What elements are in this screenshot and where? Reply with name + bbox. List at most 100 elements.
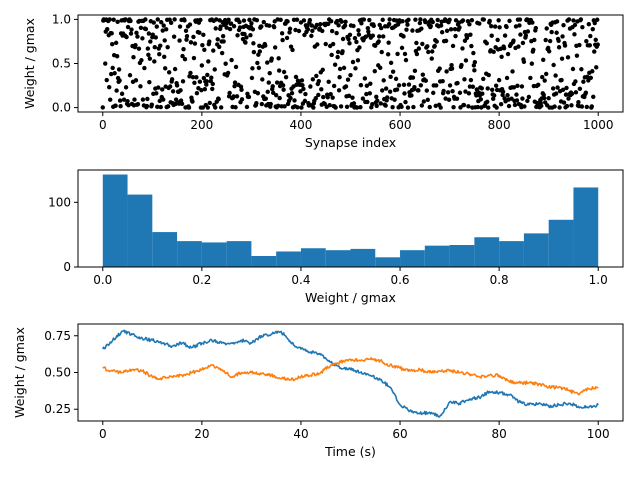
- scatter-point: [179, 101, 185, 107]
- scatter-point: [399, 45, 405, 51]
- scatter-point: [263, 43, 268, 48]
- histogram-bars: [102, 174, 599, 267]
- scatter-point: [433, 103, 438, 109]
- histogram-y-ticks: 0 100: [48, 195, 78, 274]
- scatter-point: [265, 60, 270, 65]
- scatter-point: [197, 79, 203, 84]
- scatter-point: [309, 33, 314, 39]
- scatter-point: [355, 58, 361, 63]
- scatter-point: [237, 25, 243, 30]
- scatter-point: [591, 94, 596, 100]
- scatter-point: [321, 94, 326, 100]
- scatter-point: [133, 42, 138, 48]
- scatter-point: [147, 56, 153, 61]
- histogram-bar: [226, 241, 252, 267]
- scatter-point: [385, 52, 391, 57]
- scatter-point: [386, 21, 392, 27]
- scatter-point: [509, 96, 514, 101]
- scatter-point: [149, 102, 155, 107]
- scatter-point: [584, 104, 590, 110]
- scatter-point: [142, 65, 147, 71]
- scatter-point: [207, 100, 212, 106]
- scatter-point: [412, 84, 417, 90]
- scatter-point: [549, 29, 554, 35]
- scatter-point: [466, 104, 471, 109]
- scatter-point: [345, 77, 351, 82]
- scatter-point: [542, 95, 547, 101]
- scatter-point: [517, 17, 523, 22]
- scatter-point: [231, 24, 237, 29]
- scatter-point: [400, 18, 405, 24]
- scatter-point: [251, 49, 257, 55]
- scatter-point: [205, 72, 210, 78]
- scatter-point: [192, 80, 197, 85]
- scatter-point: [589, 104, 594, 109]
- scatter-point: [507, 18, 512, 24]
- scatter-point: [541, 92, 546, 98]
- scatter-point: [531, 47, 536, 53]
- scatter-point: [401, 34, 406, 39]
- scatter-point: [523, 33, 529, 38]
- scatter-point: [556, 38, 561, 44]
- scatter-point: [344, 104, 350, 110]
- scatter-point: [166, 70, 172, 75]
- scatter-point: [491, 93, 497, 98]
- timeseries-panel: 0 20 40 60 80 100 0.25 0.50 0.75 Time (s) Weigh…: [12, 323, 624, 459]
- scatter-point: [413, 17, 418, 22]
- scatter-point: [577, 42, 582, 48]
- scatter-point: [557, 105, 562, 110]
- timeseries-x-tick-label: 60: [392, 427, 407, 441]
- scatter-point: [215, 37, 220, 42]
- histogram-axes-frame: [77, 169, 624, 268]
- scatter-point: [427, 104, 432, 110]
- scatter-point: [572, 22, 578, 28]
- histogram-bar: [127, 194, 153, 267]
- scatter-point: [511, 85, 517, 90]
- scatter-point: [420, 72, 426, 77]
- scatter-point: [219, 50, 225, 56]
- scatter-point: [332, 62, 338, 67]
- scatter-point: [478, 97, 484, 102]
- scatter-point: [520, 96, 525, 101]
- timeseries-x-tick-label: 0: [99, 427, 107, 441]
- scatter-point: [592, 49, 597, 54]
- scatter-point: [136, 46, 142, 51]
- scatter-point: [379, 49, 384, 55]
- scatter-y-tick-label: 0.5: [52, 57, 71, 71]
- scatter-point: [431, 90, 436, 96]
- scatter-point: [331, 83, 337, 89]
- scatter-point: [390, 104, 395, 110]
- scatter-point: [113, 40, 119, 46]
- scatter-point: [303, 91, 308, 97]
- scatter-point: [463, 89, 468, 94]
- scatter-point: [450, 43, 456, 49]
- scatter-point: [512, 102, 518, 108]
- scatter-point: [100, 105, 105, 110]
- scatter-point: [108, 71, 114, 77]
- scatter-point: [128, 18, 133, 24]
- scatter-point: [374, 94, 379, 99]
- scatter-point: [411, 104, 416, 110]
- scatter-point: [405, 22, 410, 27]
- scatter-point: [390, 69, 396, 74]
- scatter-point: [430, 49, 435, 54]
- scatter-point: [184, 33, 190, 39]
- scatter-point: [421, 99, 427, 104]
- scatter-point: [284, 35, 290, 41]
- scatter-point: [479, 86, 484, 91]
- scatter-point: [485, 86, 490, 91]
- scatter-point: [350, 59, 356, 65]
- scatter-point: [594, 65, 599, 70]
- scatter-y-axis-label: Weight / gmax: [22, 18, 37, 109]
- scatter-point: [468, 32, 473, 37]
- histogram-panel: 0.0 0.2 0.4 0.6 0.8 1.0 0 100 Weight / gmax: [48, 169, 624, 305]
- scatter-point: [180, 53, 185, 59]
- scatter-point: [177, 38, 182, 43]
- timeseries-y-ticks: 0.25 0.50 0.75: [44, 329, 78, 416]
- scatter-point: [211, 48, 216, 53]
- scatter-point: [295, 105, 300, 110]
- scatter-point: [418, 83, 424, 88]
- scatter-point: [235, 33, 240, 38]
- scatter-point: [376, 39, 381, 44]
- scatter-point: [274, 80, 280, 85]
